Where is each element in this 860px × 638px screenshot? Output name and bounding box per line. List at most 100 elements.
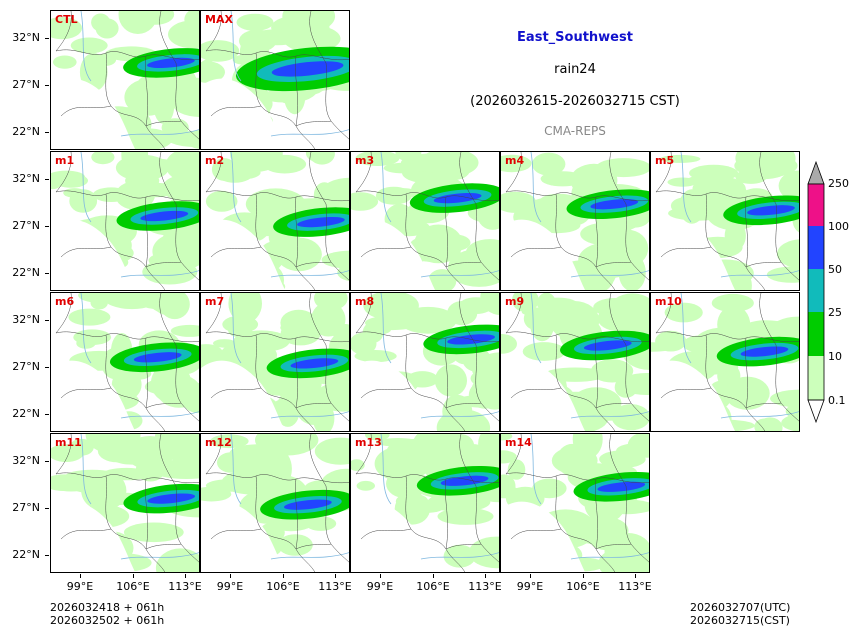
valid-time-utc: 2026032707(UTC) [690, 601, 791, 614]
rain-light-area [355, 152, 400, 166]
rain-light-area [522, 342, 566, 361]
rain-storm-band [147, 57, 195, 69]
rain-light-area [532, 152, 566, 176]
river-lines [80, 293, 199, 419]
lon-tick [80, 574, 81, 578]
precip-map [351, 434, 499, 572]
river-lines [230, 11, 349, 137]
lon-label: 106°E [116, 580, 150, 593]
rain-light-area [523, 307, 548, 330]
rain-light-area [664, 302, 703, 323]
lat-tick [45, 226, 49, 227]
rain-light-area [314, 437, 349, 465]
dry-region [201, 501, 286, 572]
lat-tick [45, 132, 49, 133]
precip-map [51, 293, 199, 431]
precip-map [51, 434, 199, 572]
province-boundaries [505, 293, 649, 431]
river-lines [530, 293, 649, 419]
period-title: (2026032615-2026032715 CST) [470, 94, 680, 109]
rain-light-area [95, 18, 119, 39]
map-panel-m14: m14 [500, 433, 650, 573]
lon-tick [583, 574, 584, 578]
rain-light-area [611, 404, 649, 431]
rain-light-area [399, 467, 417, 481]
panel-label: m8 [355, 295, 375, 308]
rain-storm-band [297, 216, 345, 228]
dry-region [51, 360, 136, 431]
rain-light-area [651, 342, 675, 352]
colorbar-label-100: 100 [828, 220, 849, 233]
panel-label: m6 [55, 295, 75, 308]
precip-map [201, 434, 349, 572]
colorbar-bin-0.1-10 [808, 356, 824, 400]
rain-light-area [590, 359, 634, 383]
province-boundaries [655, 293, 799, 431]
rain-light-area [454, 394, 499, 408]
panel-label: m5 [655, 154, 675, 167]
region-title: East_Southwest [517, 30, 633, 45]
lat-label: 32°N [12, 313, 40, 326]
river-lines [380, 434, 499, 560]
rain-light-area [596, 499, 649, 515]
rain-light-area [148, 252, 190, 269]
lon-tick [380, 574, 381, 578]
rain-light-area [170, 324, 199, 337]
lat-label: 22°N [12, 548, 40, 561]
rain-storm-band [271, 61, 344, 77]
precip-map [351, 152, 499, 290]
rain-light-area [501, 474, 516, 498]
rain-light-area [228, 324, 252, 338]
rain-light-area [434, 364, 467, 397]
province-boundaries [505, 434, 649, 572]
rain-light-area [395, 152, 422, 162]
province-boundaries [355, 434, 499, 572]
province-boundaries [205, 152, 349, 290]
rain-light-area [427, 269, 457, 290]
rain-light-area [537, 293, 556, 312]
lon-label: 106°E [416, 580, 450, 593]
rain-light-area [711, 293, 754, 313]
rain-light-area [78, 293, 120, 303]
rain-light-area [321, 250, 349, 269]
map-panel-m12: m12 [200, 433, 350, 573]
rain-light-area [410, 234, 463, 255]
lon-tick [230, 574, 231, 578]
lon-tick [185, 574, 186, 578]
rain-light-area [312, 402, 335, 431]
colorbar-extend-top [807, 160, 825, 185]
dry-region [501, 219, 586, 290]
rain-light-area [598, 546, 649, 572]
precip-map [201, 152, 349, 290]
colorbar-label-250: 250 [828, 177, 849, 190]
rain-light-area [176, 167, 199, 189]
map-panel-m1: m1 [50, 151, 200, 291]
river-lines [80, 152, 199, 278]
panel-label: m13 [355, 436, 382, 449]
rain-light-area [154, 434, 199, 458]
panel-label: m10 [655, 295, 682, 308]
river-lines [380, 293, 499, 419]
lon-label: 106°E [266, 580, 300, 593]
dry-region [201, 78, 286, 149]
river-lines [230, 152, 349, 278]
rain-light-area [238, 29, 277, 53]
rain-light-area [277, 534, 313, 556]
lat-tick [45, 367, 49, 368]
rain-light-area [123, 522, 184, 543]
rain-light-area [236, 13, 274, 31]
rain-light-area [356, 480, 375, 491]
rain-light-area [470, 369, 499, 388]
rain-light-area [91, 152, 115, 165]
rain-light-area [309, 152, 335, 165]
lon-tick [133, 574, 134, 578]
rain-light-area [118, 11, 158, 34]
lat-label: 22°N [12, 407, 40, 420]
rain-light-area [571, 387, 622, 420]
rain-storm-band [597, 481, 646, 492]
rain-light-area [201, 59, 216, 79]
lat-tick [45, 508, 49, 509]
rain-light-area [406, 371, 439, 388]
rain-light-area [778, 170, 799, 202]
panel-label: m3 [355, 154, 375, 167]
